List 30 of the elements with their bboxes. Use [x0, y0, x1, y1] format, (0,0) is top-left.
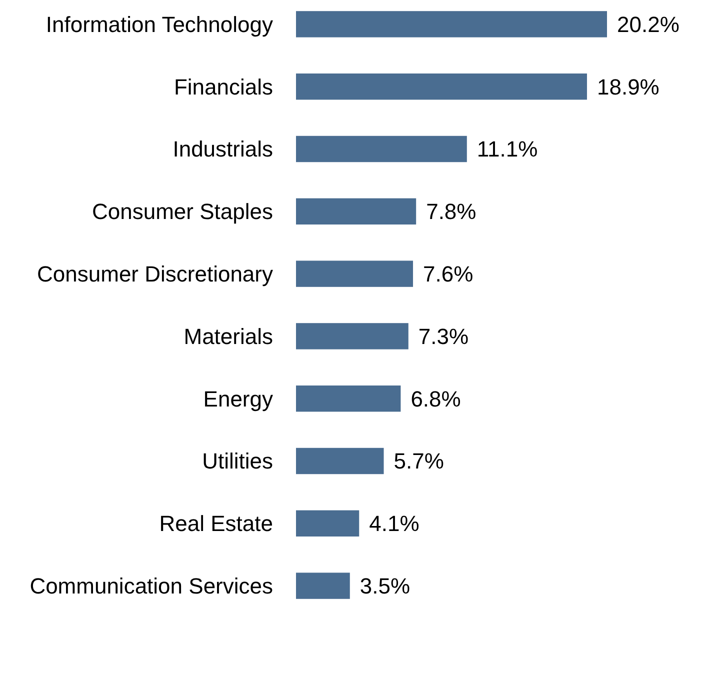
- bar: [296, 11, 607, 38]
- y-tick-label: Industrials: [172, 136, 273, 162]
- data-label: 5.7%: [394, 448, 444, 474]
- bar: [296, 323, 408, 350]
- bar: [296, 136, 467, 162]
- data-label: 7.6%: [423, 262, 474, 286]
- bar: [296, 385, 401, 412]
- bar: [296, 510, 360, 537]
- bar: [296, 198, 416, 225]
- y-tick-label: Real Estate: [159, 511, 273, 536]
- data-label: 6.8%: [410, 386, 461, 412]
- y-tick-label: Utilities: [202, 448, 273, 474]
- bar: [296, 572, 350, 599]
- y-tick-label: Information Technology: [46, 12, 273, 37]
- data-label: 4.1%: [369, 511, 420, 536]
- bar: [296, 260, 414, 287]
- y-tick-label: Communication Services: [30, 574, 273, 598]
- y-tick-label: Energy: [203, 386, 273, 412]
- data-label: 20.2%: [617, 12, 680, 37]
- data-label: 3.5%: [360, 574, 410, 598]
- y-tick-label: Consumer Staples: [92, 199, 273, 224]
- y-tick-label: Materials: [184, 324, 273, 349]
- y-tick-label: Consumer Discretionary: [37, 262, 273, 286]
- bar: [296, 448, 384, 474]
- y-tick-label: Financials: [174, 74, 273, 100]
- data-label: 7.8%: [426, 199, 476, 224]
- data-label: 7.3%: [418, 324, 469, 349]
- data-label: 11.1%: [476, 136, 538, 162]
- bar: [296, 73, 587, 100]
- data-label: 18.9%: [596, 74, 660, 100]
